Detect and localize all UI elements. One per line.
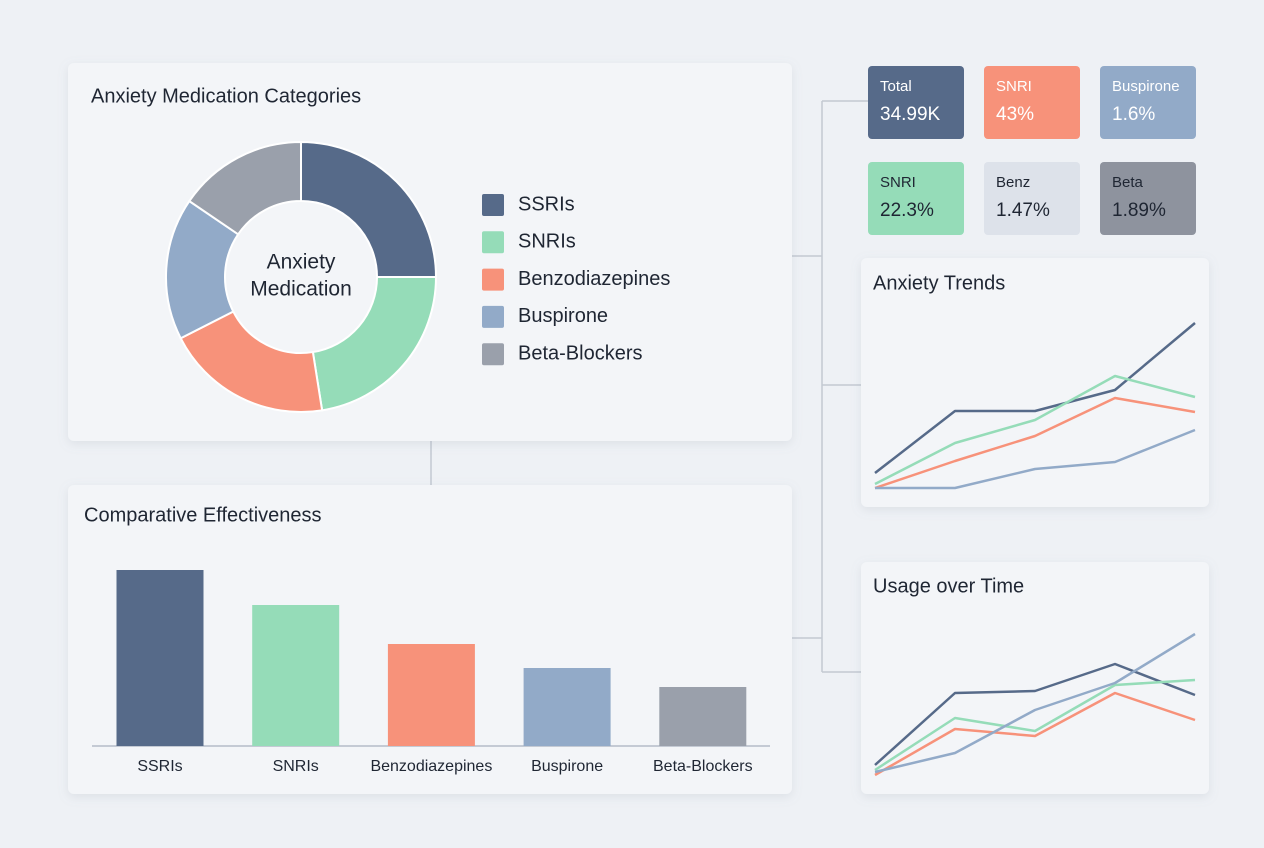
stat-value: 34.99K — [880, 104, 941, 125]
bar — [523, 668, 611, 746]
legend-swatch — [482, 305, 504, 328]
stat-card — [1100, 66, 1196, 139]
bar — [659, 687, 747, 746]
connectors — [430, 100, 868, 673]
stat-card — [984, 162, 1080, 235]
stat-value: 1.6% — [1112, 104, 1155, 125]
x-tick-label: Beta-Blockers — [653, 758, 753, 775]
legend-swatch — [482, 194, 504, 216]
card — [861, 258, 1209, 507]
chart-title: Anxiety Trends — [873, 272, 1005, 294]
stat-label: Total — [880, 78, 912, 95]
line — [874, 662, 1196, 766]
line — [874, 396, 1196, 490]
stat-label: Beta — [1112, 174, 1144, 191]
bar — [116, 570, 204, 746]
stat-value: 43% — [996, 104, 1034, 125]
legend-label: SNRIs — [518, 231, 576, 253]
legend-label: SSRIs — [518, 193, 575, 215]
donut-segment — [300, 140, 438, 278]
legend-swatch — [482, 231, 504, 254]
card — [861, 562, 1209, 794]
stat-card — [984, 66, 1080, 139]
stat-value: 1.47% — [996, 200, 1050, 221]
stat-card — [1100, 162, 1196, 235]
legend-swatch — [482, 343, 504, 366]
line — [874, 632, 1196, 774]
stat-label: Buspirone — [1112, 78, 1180, 95]
bar — [252, 605, 340, 746]
chart-title: Usage over Time — [873, 575, 1024, 597]
x-tick-label: SSRIs — [137, 758, 182, 775]
stat-label: SNRI — [996, 78, 1032, 95]
bar — [387, 644, 475, 746]
stat-card — [868, 162, 964, 235]
center-label: Anxiety — [267, 251, 336, 274]
line — [875, 428, 1196, 490]
line — [874, 322, 1196, 474]
card — [68, 485, 792, 794]
legend-label: Beta-Blockers — [518, 342, 643, 364]
line — [874, 374, 1196, 486]
x-tick-label: Benzodiazepines — [370, 758, 492, 775]
line — [874, 691, 1196, 777]
legend-label: Benzodiazepines — [518, 268, 670, 290]
stat-value: 1.89% — [1112, 200, 1166, 221]
legend-swatch — [482, 268, 504, 291]
donut-segment — [311, 276, 438, 412]
stat-label: SNRI — [880, 174, 916, 191]
stat-card — [868, 66, 964, 139]
line — [874, 678, 1196, 772]
stat-label: Benz — [996, 174, 1030, 191]
x-tick-label: Buspirone — [531, 758, 603, 775]
chart-title: Comparative Effectiveness — [84, 504, 322, 526]
x-tick-label: SNRIs — [273, 758, 319, 775]
legend-label: Buspirone — [518, 305, 608, 327]
stat-value: 22.3% — [880, 200, 934, 221]
center-label: Medication — [250, 278, 352, 301]
chart-title: Anxiety Medication Categories — [91, 85, 361, 107]
donut-segment — [187, 140, 302, 236]
